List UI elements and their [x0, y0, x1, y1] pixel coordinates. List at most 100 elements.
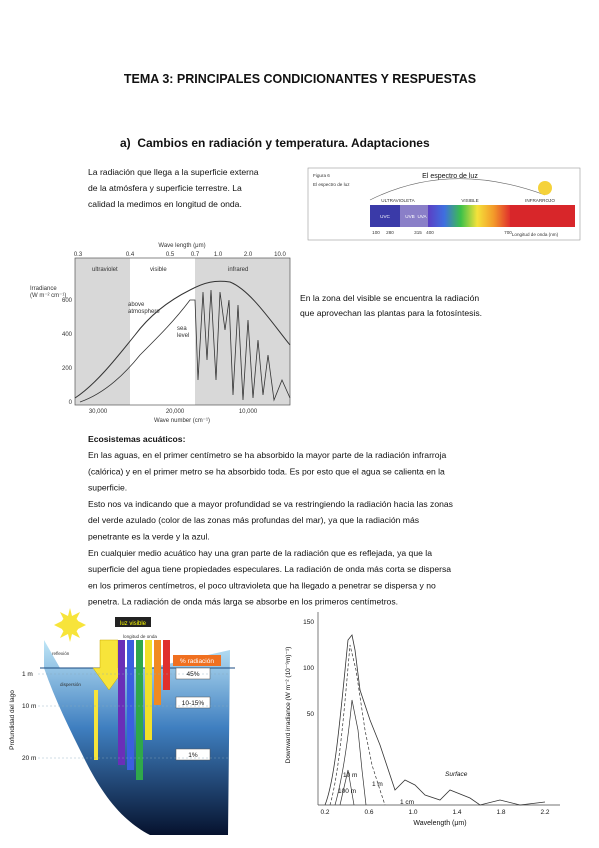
y-axis-label: Downward irradiance (W m⁻² (10⁻⁹m)⁻¹)	[285, 647, 292, 764]
tick-label: 150	[303, 619, 314, 626]
color-bar	[163, 640, 170, 690]
percent: 45%	[186, 671, 199, 678]
curve-label: 10 m	[343, 772, 357, 779]
tick-label: 600	[62, 298, 73, 304]
tick-label: 400	[62, 332, 73, 338]
depth-label: 20 m	[22, 755, 36, 762]
region: infrared	[228, 267, 248, 273]
top-axis-label: Wave length (μm)	[158, 243, 205, 249]
doc-title: TEMA 3: PRINCIPALES CONDICIONANTES Y RES…	[124, 72, 476, 86]
region: visible	[150, 267, 167, 273]
color-bar	[136, 640, 143, 780]
tick-label: 20,000	[166, 409, 185, 415]
fig-side: El espectro de luz	[313, 182, 350, 187]
left-label: reflexión	[52, 651, 70, 656]
tick-label: 2.2	[540, 809, 549, 816]
paragraph-line: (calórica) y en el primer metro se ha ab…	[88, 466, 445, 476]
tick-label: 10,000	[239, 409, 258, 415]
region: ultraviolet	[92, 267, 118, 273]
band: INFRARROJO	[525, 198, 555, 203]
fig-label: Figura 6	[313, 173, 330, 178]
paragraph-line: En la zona del visible se encuentra la r…	[300, 293, 479, 303]
curve-label: level	[177, 333, 189, 339]
y-axis-label: (W m⁻² cm⁻¹)	[30, 293, 66, 299]
tick-label: 100	[303, 665, 314, 672]
uv-part: UVA	[417, 214, 427, 219]
tick-label: 0	[69, 400, 73, 406]
depth-label: 1 m	[22, 671, 33, 678]
tick-label: 400	[426, 230, 434, 235]
curve-label: atmosphere	[128, 309, 160, 315]
tick-label: 0.5	[166, 252, 175, 258]
paragraph-line: La radiación que llega a la superficie e…	[88, 167, 259, 177]
curve-label: sea	[177, 326, 187, 332]
tick-label: 0.6	[364, 809, 373, 816]
tick-label: 30,000	[89, 409, 108, 415]
tick-label: 200	[62, 366, 73, 372]
paragraph-line: del verde azulado (color de las zonas má…	[88, 515, 419, 525]
depth-axis: Profundidad del lago	[9, 690, 16, 750]
percent: 10-15%	[182, 700, 205, 707]
paragraph-line: En cualquier medio acuático hay una gran…	[88, 548, 432, 558]
uv-part: UVC	[380, 214, 390, 219]
tick-label: 700	[504, 230, 512, 235]
axis-label: Longitud de onda (nm)	[512, 232, 559, 237]
tick-label: 1.8	[496, 809, 505, 816]
tick-label: 50	[307, 711, 315, 718]
paragraph-line: superficie del agua tiene propiedades es…	[88, 564, 451, 574]
tick-label: 315	[414, 230, 422, 235]
tick-label: 100	[372, 230, 380, 235]
section-title: a) Cambios en radiación y temperatura. A…	[120, 136, 430, 150]
band: ULTRAVIOLETA	[381, 198, 415, 203]
paragraph-line: calidad la medimos en longitud de onda.	[88, 199, 242, 209]
light-label: luz visible	[120, 621, 147, 627]
color-bar	[154, 640, 161, 705]
tick-label: 2.0	[244, 252, 253, 258]
curve-label: Surface	[445, 771, 468, 778]
tick-label: 0.4	[126, 252, 135, 258]
paragraph-line: Esto nos va indicando que a mayor profun…	[88, 499, 453, 509]
tick-label: 10.0	[274, 252, 286, 258]
tick-label: 0.3	[74, 252, 83, 258]
paragraph-line: superficie.	[88, 483, 127, 493]
heading: Ecosistemas acuáticos:	[88, 434, 186, 444]
color-bar	[145, 640, 152, 740]
tick-label: 0.2	[320, 809, 329, 816]
left-label: dispersión	[60, 682, 81, 687]
percent-box	[175, 667, 211, 680]
tick-label: 1.4	[452, 809, 461, 816]
curve-label: 1 cm	[400, 799, 414, 806]
curve-label: 100 m	[338, 788, 356, 795]
paragraph-line: de la atmósfera y superficie terrestre. …	[88, 183, 242, 193]
curve-label: 1 m	[372, 781, 383, 788]
percent-header: % radiación	[180, 658, 214, 665]
paragraph-line: en los primeros centímetros, el poco ult…	[88, 580, 436, 590]
color-bar	[118, 640, 125, 765]
color-bar	[127, 640, 134, 770]
paragraph-line: En las aguas, en el primer centímetro se…	[88, 450, 446, 460]
curve-label: above	[128, 302, 145, 308]
x-axis-label: Wave number (cm⁻¹)	[154, 418, 210, 424]
uv-part: UVB	[405, 214, 414, 219]
paragraph-line: penetra. La radiación de onda más larga …	[88, 597, 398, 607]
tick-label: 280	[386, 230, 394, 235]
x-axis-label: Wavelength (μm)	[413, 820, 466, 827]
paragraph-line: que aprovechan las plantas para la fotos…	[300, 308, 482, 318]
percent: 1%	[188, 752, 198, 759]
percent-box	[175, 748, 211, 761]
fig-title: El espectro de luz	[422, 173, 478, 180]
tick-label: 1.0	[408, 809, 417, 816]
depth-figure: 150 100 50 0.2 0.6 1.0 1.4 1.8 2.2 10 m 100 m 1 m 1 …	[285, 612, 560, 827]
depth-label: 10 m	[22, 703, 36, 710]
band: VISIBLE	[461, 198, 478, 203]
wavelength-label: longitud de onda	[123, 634, 157, 639]
tick-label: 1.0	[214, 252, 223, 258]
lake-figure: luz visible longitud de onda % radiación…	[9, 608, 235, 835]
spectrum-figure: Figura 6 El espectro de luz El espectro …	[307, 167, 581, 241]
irradiance-figure: 0.3 0.4 0.5 0.7 1.0 2.0 10.0 600 400 200 0 30,000 20…	[30, 243, 291, 424]
tick-label: 0.7	[191, 252, 200, 258]
percent-box	[175, 696, 211, 709]
y-axis-label: Irradiance	[30, 286, 57, 292]
paragraph-line: penetrante es la verde y la azul.	[88, 532, 210, 542]
